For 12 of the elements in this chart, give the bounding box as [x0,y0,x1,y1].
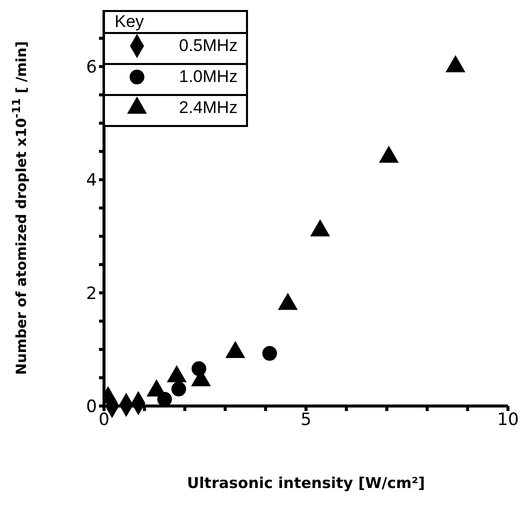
y-tick-label: 6 [86,58,97,78]
legend-label: 1.0MHz [179,67,238,87]
x-tick-label: 5 [300,410,312,430]
x-tick-label: 0 [98,410,110,430]
legend-label: 0.5MHz [179,36,238,56]
x-axis-title: Ultrasonic intensity [W/cm²] [186,474,426,492]
legend-label: 2.4MHz [179,98,238,118]
y-tick-label: 4 [86,170,97,191]
y-tick-label: 0 [86,397,97,418]
y-tick-label: 2 [86,284,97,304]
x-tick-label: 10 [497,410,519,430]
legend-title: Key [104,11,154,33]
